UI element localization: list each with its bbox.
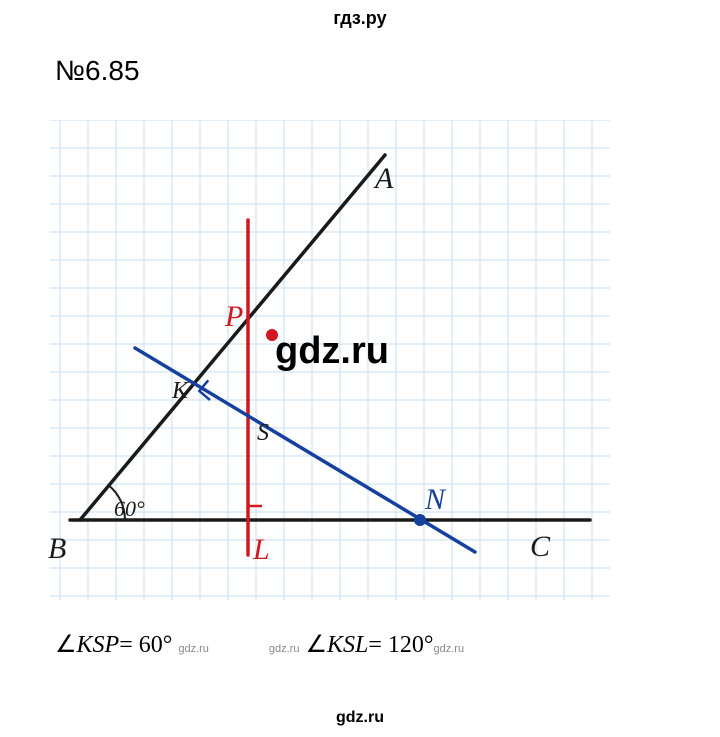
- answers-row: ∠KSP = 60° gdz.ru gdz.ru ∠KSL = 120°gdz.…: [55, 630, 675, 659]
- problem-number: №6.85: [55, 55, 140, 87]
- label-B: B: [48, 532, 66, 566]
- label-L: L: [253, 533, 270, 567]
- footer-watermark: gdz.ru: [0, 709, 720, 727]
- answer-ksp: ∠KSP = 60° gdz.ru: [55, 630, 209, 659]
- angle-60-label: 60°: [114, 496, 145, 522]
- watermark-small-1: gdz.ru: [178, 643, 209, 655]
- watermark-small-2: gdz.ru: [269, 643, 300, 655]
- label-A: A: [375, 162, 393, 196]
- label-C: C: [530, 530, 550, 564]
- label-S: S: [257, 420, 269, 447]
- watermark-center: gdz.ru: [275, 330, 389, 373]
- label-K: K: [172, 378, 188, 405]
- watermark-small-3: gdz.ru: [434, 643, 465, 655]
- label-N: N: [425, 483, 445, 517]
- page-header: гдз.ру: [0, 0, 720, 29]
- answer-ksl: gdz.ru ∠KSL = 120°gdz.ru: [269, 630, 464, 659]
- label-P: P: [225, 300, 243, 334]
